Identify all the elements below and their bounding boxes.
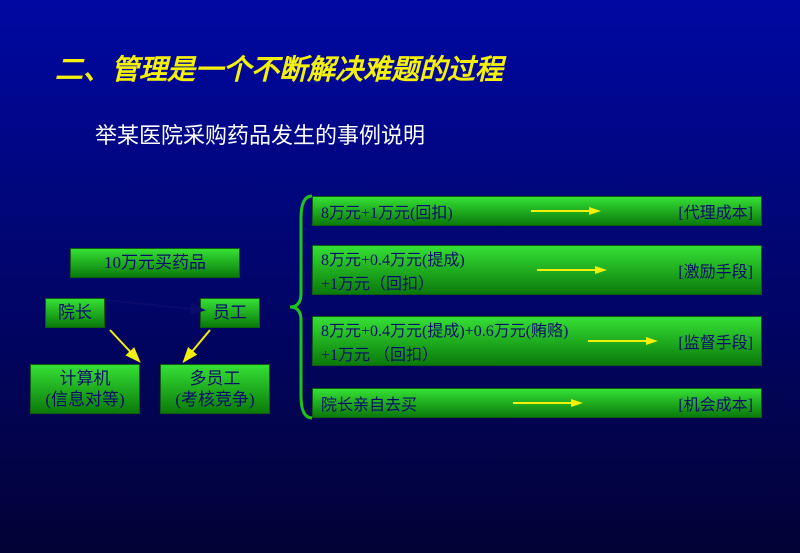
- arrow-icon: [531, 206, 601, 216]
- scenario-bar-1: 8万元+1万元(回扣) [代理成本]: [312, 196, 762, 226]
- box-computer-label: 计算机 (信息对等): [45, 368, 124, 411]
- arrow-icon: [588, 336, 658, 346]
- bar2-arrow: [465, 265, 679, 275]
- box-multi-staff: 多员工 (考核竞争): [160, 364, 270, 414]
- bar4-arrow: [417, 398, 678, 408]
- box-main-purchase: 10万元买药品: [70, 248, 240, 278]
- slide-title: 二、管理是一个不断解决难题的过程: [55, 48, 503, 88]
- left-brace: [290, 196, 312, 418]
- bar1-arrow: [453, 206, 679, 216]
- arrow-icon: [537, 265, 607, 275]
- bar4-left: 院长亲自去买: [321, 391, 417, 415]
- arrow-icon: [513, 398, 583, 408]
- bar1-left: 8万元+1万元(回扣): [321, 199, 453, 223]
- bar2-right: [激励手段]: [678, 258, 753, 282]
- slide-root: 二、管理是一个不断解决难题的过程 举某医院采购药品发生的事例说明 10万元买药品…: [0, 0, 800, 553]
- box-multi-label: 多员工 (考核竞争): [175, 368, 254, 411]
- scenario-bar-2: 8万元+0.4万元(提成) +1万元（回扣） [激励手段]: [312, 245, 762, 295]
- bar1-right: [代理成本]: [678, 199, 753, 223]
- bar3-left: 8万元+0.4万元(提成)+0.6万元(贿赂) +1万元 （回扣）: [321, 317, 568, 365]
- bar4-right: [机会成本]: [678, 391, 753, 415]
- scenario-bar-3: 8万元+0.4万元(提成)+0.6万元(贿赂) +1万元 （回扣） [监督手段]: [312, 316, 762, 366]
- bar2-left: 8万元+0.4万元(提成) +1万元（回扣）: [321, 246, 465, 294]
- box-main-label: 10万元买药品: [104, 252, 206, 273]
- scenario-bar-4: 院长亲自去买 [机会成本]: [312, 388, 762, 418]
- slide-subtitle: 举某医院采购药品发生的事例说明: [95, 118, 425, 150]
- bar3-arrow: [568, 336, 678, 346]
- bar3-right: [监督手段]: [678, 329, 753, 353]
- box-computer: 计算机 (信息对等): [30, 364, 140, 414]
- flow-arrows: [30, 278, 280, 368]
